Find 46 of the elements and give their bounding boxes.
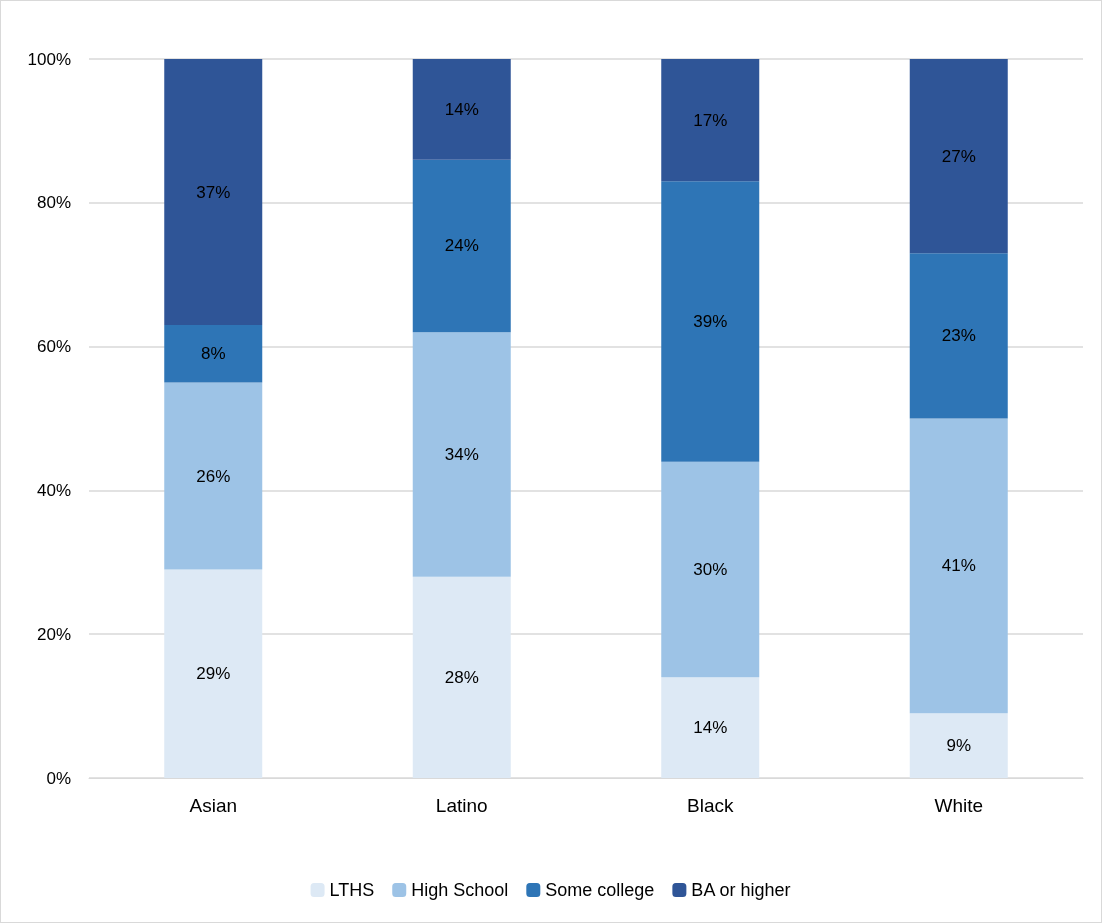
bar xyxy=(164,569,263,778)
bar xyxy=(909,253,1008,419)
y-tick-label: 0% xyxy=(46,768,71,788)
y-tick-label: 80% xyxy=(36,193,71,213)
x-tick-label: Black xyxy=(687,795,734,816)
data-label: 17% xyxy=(693,110,728,130)
legend-label: High School xyxy=(411,880,509,900)
data-label: 14% xyxy=(693,718,728,738)
data-label: 34% xyxy=(444,444,479,464)
bar xyxy=(661,59,760,182)
bar xyxy=(412,332,511,577)
data-label: 23% xyxy=(941,326,976,346)
data-label: 37% xyxy=(196,182,231,202)
data-label: 8% xyxy=(200,344,226,364)
data-label: 39% xyxy=(693,311,728,331)
bar xyxy=(164,325,263,383)
bar xyxy=(909,59,1008,254)
bar xyxy=(661,677,760,778)
legend-label: BA or higher xyxy=(691,880,791,900)
data-label: 29% xyxy=(196,664,231,684)
bar xyxy=(412,59,511,160)
bar xyxy=(909,713,1008,778)
bar xyxy=(412,159,511,333)
y-tick-label: 100% xyxy=(27,49,71,69)
x-tick-label: Latino xyxy=(435,795,488,816)
data-label: 14% xyxy=(444,99,479,119)
data-label: 9% xyxy=(946,736,972,756)
legend-label: LTHS xyxy=(329,880,375,900)
data-label: 24% xyxy=(444,236,479,256)
bar xyxy=(661,181,760,462)
y-tick-label: 20% xyxy=(36,624,71,644)
x-tick-label: White xyxy=(934,795,984,816)
y-tick-label: 40% xyxy=(36,480,71,500)
x-tick-label: Asian xyxy=(189,795,238,816)
data-label: 26% xyxy=(196,466,231,486)
data-label: 27% xyxy=(941,146,976,166)
bar xyxy=(164,382,263,570)
legend-label: Some college xyxy=(545,880,655,900)
bar xyxy=(164,59,263,326)
data-label: 28% xyxy=(444,667,479,687)
bar xyxy=(661,461,760,678)
y-tick-label: 60% xyxy=(36,337,71,357)
data-label: 41% xyxy=(941,556,976,576)
bar xyxy=(909,418,1008,714)
data-label: 30% xyxy=(693,559,728,579)
bar xyxy=(412,576,511,778)
